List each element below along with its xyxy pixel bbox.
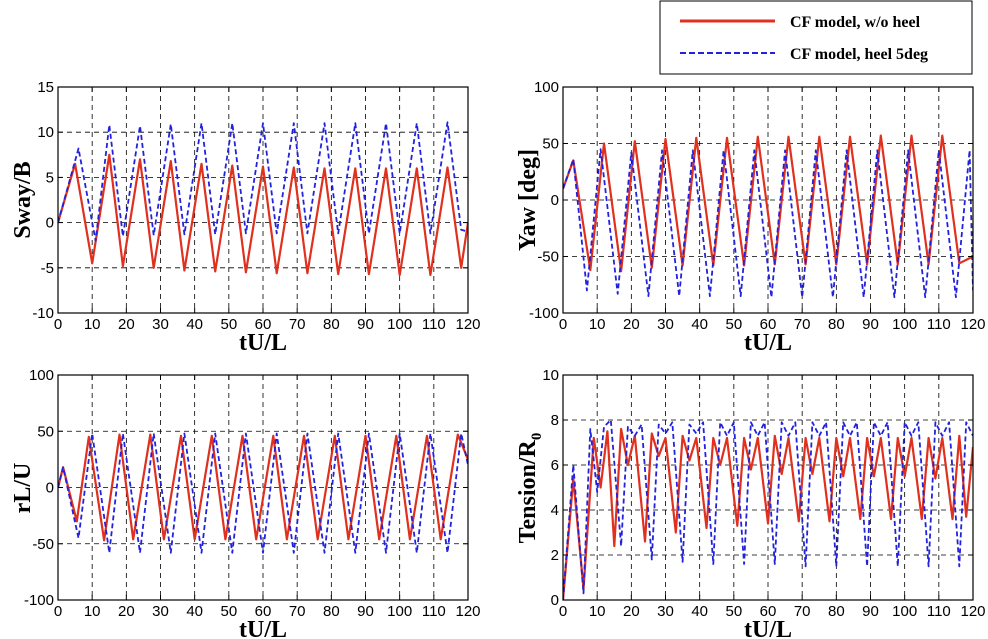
x-tick-label: 50 [220, 603, 237, 620]
x-tick-label: 110 [422, 316, 446, 333]
x-tick-label: 120 [960, 603, 985, 620]
sway-panel: 0 10 20 30 40 50 60 70 80 90 100 110 120 -10 -5 0 5 10 15 t… [10, 79, 481, 356]
x-tick-label: 60 [760, 603, 777, 620]
tension-panel: 0 10 20 30 40 50 60 70 80 90 100 110 120 0 2 4 6 8 10 tU/L T… [515, 367, 986, 639]
series-dashed-line [58, 121, 468, 242]
y-tick-label: 0 [551, 592, 559, 609]
x-tick-label: 20 [118, 316, 135, 333]
series-dashed-line [563, 419, 973, 600]
x-tick-label: 40 [691, 603, 708, 620]
x-tick-label: 50 [220, 316, 237, 333]
y-tick-label: 0 [551, 192, 559, 209]
x-tick-label: 70 [289, 603, 306, 620]
x-axis-label: tU/L [744, 617, 792, 639]
x-tick-label: 70 [794, 316, 811, 333]
series-dashed-line [563, 148, 973, 299]
x-tick-label: 70 [794, 603, 811, 620]
x-tick-label: 100 [387, 603, 412, 620]
y-tick-label: -10 [32, 305, 54, 322]
y-tick-label: -50 [32, 536, 54, 553]
x-tick-label: 40 [186, 316, 203, 333]
legend: CF model, w/o heel CF model, heel 5deg [659, 0, 973, 75]
yaw-panel: 0 10 20 30 40 50 60 70 80 90 100 110 120 -100 -50 0 50 10… [515, 79, 986, 356]
series-solid-line [58, 433, 468, 542]
x-tick-label: 20 [118, 603, 135, 620]
y-axis-label: Sway/B [10, 161, 36, 238]
y-axis-label: rL/U [10, 463, 36, 514]
x-tick-label: 90 [357, 603, 374, 620]
x-tick-label: 120 [455, 316, 480, 333]
x-tick-label: 120 [960, 316, 985, 333]
y-tick-label: 50 [542, 136, 559, 153]
x-tick-label: 30 [152, 603, 169, 620]
x-tick-label: 80 [323, 316, 340, 333]
y-tick-label: 0 [46, 215, 54, 232]
y-tick-label: 100 [534, 79, 559, 96]
legend-box [659, 0, 973, 75]
x-tick-label: 0 [54, 316, 62, 333]
x-tick-label: 30 [152, 316, 169, 333]
x-tick-label: 60 [255, 316, 272, 333]
y-tick-label: -50 [537, 249, 559, 266]
x-tick-label: 90 [862, 603, 879, 620]
y-axis-label: Tension/R0 [515, 433, 545, 544]
x-axis-label: tU/L [744, 330, 792, 356]
y-tick-label: 10 [542, 367, 559, 384]
x-tick-label: 10 [84, 316, 101, 333]
x-tick-label: 10 [589, 316, 606, 333]
x-tick-label: 60 [760, 316, 777, 333]
y-tick-label: -100 [529, 305, 559, 322]
x-tick-label: 20 [623, 316, 640, 333]
series-dashed-line [58, 432, 468, 554]
x-tick-label: 50 [725, 316, 742, 333]
y-tick-label: 0 [46, 480, 54, 497]
y-tick-label: 50 [37, 423, 54, 440]
x-tick-label: 20 [623, 603, 640, 620]
x-tick-label: 110 [927, 603, 951, 620]
x-tick-label: 100 [387, 316, 412, 333]
x-tick-label: 80 [323, 603, 340, 620]
x-tick-label: 110 [422, 603, 446, 620]
y-tick-label: 10 [37, 124, 54, 141]
x-tick-label: 10 [589, 603, 606, 620]
y-tick-label: 2 [551, 547, 559, 564]
x-tick-label: 80 [828, 316, 845, 333]
legend-label-solid: CF model, w/o heel [790, 14, 921, 31]
y-tick-label: -5 [41, 260, 54, 277]
x-tick-label: 90 [862, 316, 879, 333]
x-tick-label: 90 [357, 316, 374, 333]
x-tick-label: 0 [54, 603, 62, 620]
y-tick-label: -100 [24, 592, 54, 609]
y-tick-label: 5 [46, 169, 54, 186]
x-tick-label: 100 [892, 316, 917, 333]
x-tick-label: 110 [927, 316, 951, 333]
x-tick-label: 120 [455, 603, 480, 620]
x-tick-label: 40 [186, 603, 203, 620]
x-tick-label: 10 [84, 603, 101, 620]
x-tick-label: 30 [657, 316, 674, 333]
x-tick-label: 30 [657, 603, 674, 620]
series-solid-line [563, 427, 973, 600]
x-axis-label: tU/L [239, 617, 287, 639]
series-solid-line [58, 153, 468, 277]
y-tick-label: 8 [551, 412, 559, 429]
y-axis-label: Yaw [deg] [515, 149, 541, 251]
x-axis-label: tU/L [239, 330, 287, 356]
x-tick-label: 50 [725, 603, 742, 620]
x-tick-label: 60 [255, 603, 272, 620]
x-tick-label: 70 [289, 316, 306, 333]
x-tick-label: 100 [892, 603, 917, 620]
rlu-panel: 0 10 20 30 40 50 60 70 80 90 100 110 120 -100 -50 0 50 10… [10, 367, 481, 639]
x-tick-label: 0 [559, 603, 567, 620]
y-tick-label: 4 [551, 502, 559, 519]
y-tick-label: 100 [29, 367, 54, 384]
x-tick-label: 0 [559, 316, 567, 333]
y-tick-label: 6 [551, 457, 559, 474]
series-solid-line [563, 134, 973, 273]
x-tick-label: 40 [691, 316, 708, 333]
x-tick-label: 80 [828, 603, 845, 620]
legend-label-dashed: CF model, heel 5deg [790, 46, 928, 63]
y-tick-label: 15 [37, 79, 54, 96]
